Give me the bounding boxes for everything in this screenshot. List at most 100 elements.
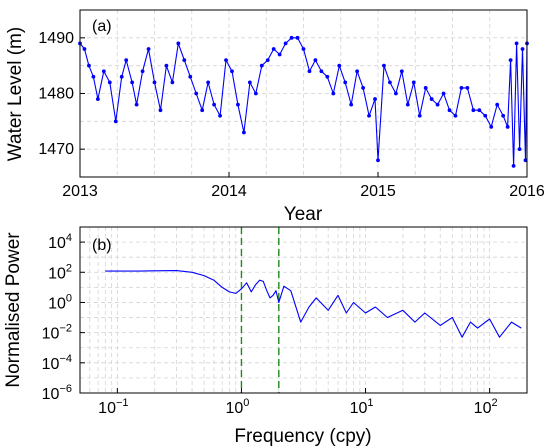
year-tick-label: 2015 [360, 183, 396, 200]
water-level-point [307, 69, 312, 74]
water-level-point [501, 113, 506, 118]
water-level-point [259, 63, 264, 68]
water-level-point [301, 47, 306, 51]
water-level-point [182, 58, 187, 62]
water-level-point [382, 63, 386, 68]
tick-base: 10 [48, 235, 66, 252]
water-level-point [331, 91, 336, 96]
tick-base: 10 [42, 356, 60, 373]
power-tick-label: 100 [48, 292, 72, 312]
year-tick-label: 2016 [509, 183, 545, 200]
water-level-point [517, 147, 522, 152]
water-level-point [107, 80, 112, 85]
water-level-point [405, 102, 410, 107]
water-level-point [130, 80, 135, 85]
tick-exponent: 4 [66, 232, 72, 244]
water-level-point [218, 113, 222, 118]
water-level-point [176, 41, 181, 46]
water-level-point [247, 80, 252, 85]
water-level-point [429, 97, 434, 101]
water-level-point [471, 108, 476, 113]
power-spectrum-plot-frame [79, 226, 528, 394]
water-level-point [230, 69, 234, 74]
tick-base: 10 [42, 326, 60, 343]
tick-exponent: 0 [66, 292, 72, 304]
water-level-point [206, 80, 211, 85]
water-level-point [295, 35, 300, 40]
water-level-point [277, 52, 282, 57]
water-level-point [170, 80, 175, 85]
power-spectrum-x-axis-label: Frequency (cpy) [234, 426, 371, 447]
water-level-point [376, 158, 380, 163]
tick-exponent: −4 [59, 353, 72, 365]
water-level-point [505, 125, 510, 129]
tick-base: 10 [42, 386, 60, 403]
water-level-point [140, 69, 145, 74]
water-level-point [435, 102, 440, 107]
water-level-point [361, 86, 365, 90]
panel-label-a: (a) [92, 18, 112, 35]
water-level-ticks: 2013 2014 2015 2016 1470 1480 1490 [38, 30, 544, 200]
frequency-tick-label: 102 [474, 397, 498, 417]
water-level-point [158, 108, 163, 113]
water-level-point [523, 158, 528, 163]
water-level-line [79, 37, 528, 167]
water-level-point [514, 41, 519, 46]
water-level-point [242, 130, 246, 135]
water-level-point [82, 47, 87, 51]
water-level-point [119, 74, 124, 79]
water-level-point [489, 125, 494, 129]
power-spectrum-line [105, 270, 522, 338]
year-tick-label: 2014 [211, 183, 247, 200]
water-level-point [265, 58, 270, 62]
water-level-point [271, 47, 276, 51]
water-level-panel: 2013 2014 2015 2016 1470 1480 1490 (a) Year Wa… [5, 9, 545, 225]
water-level-point [447, 108, 452, 113]
water-level-point [212, 102, 217, 107]
level-tick-label: 1490 [38, 30, 74, 47]
water-level-point [124, 58, 129, 62]
water-level-point [495, 102, 500, 107]
tick-exponent: −1 [116, 397, 129, 409]
water-level-point [423, 86, 428, 90]
water-level-y-axis-label: Water Level (m) [5, 27, 26, 161]
water-level-point [388, 80, 392, 85]
water-level-point [343, 80, 348, 85]
water-level-point [337, 63, 342, 68]
tick-base: 10 [474, 400, 492, 417]
water-level-point [453, 113, 458, 118]
tick-base: 10 [48, 265, 66, 282]
water-level-point [283, 41, 288, 46]
water-level-point [313, 58, 318, 62]
water-level-point [367, 113, 371, 118]
tick-exponent: −2 [59, 323, 72, 335]
power-spectrum-grid [79, 226, 528, 394]
water-level-point [253, 91, 258, 96]
level-tick-label: 1470 [38, 141, 74, 158]
water-level-point [508, 58, 513, 62]
water-level-point [91, 74, 96, 79]
water-level-point [194, 91, 199, 96]
reference-lines [240, 227, 280, 393]
water-level-point [325, 74, 330, 79]
water-level-point [441, 91, 446, 96]
level-tick-label: 1480 [38, 86, 74, 103]
water-level-point [164, 63, 169, 68]
tick-exponent: 2 [491, 397, 497, 409]
water-level-point [146, 47, 151, 51]
water-level-point [236, 102, 240, 107]
water-level-point [483, 113, 488, 118]
water-level-point [520, 47, 525, 51]
water-level-point [224, 58, 228, 62]
tick-base: 10 [48, 295, 66, 312]
water-level-point [477, 108, 482, 113]
water-level-x-axis-label: Year [284, 204, 323, 225]
water-level-series [78, 35, 529, 168]
water-level-point [511, 163, 516, 168]
power-tick-label: 10−4 [42, 353, 72, 373]
tick-base: 10 [350, 400, 368, 417]
frequency-tick-label: 10−1 [98, 397, 128, 417]
power-spectrum-y-axis-label: Normalised Power [3, 232, 24, 388]
water-level-point [399, 69, 404, 74]
